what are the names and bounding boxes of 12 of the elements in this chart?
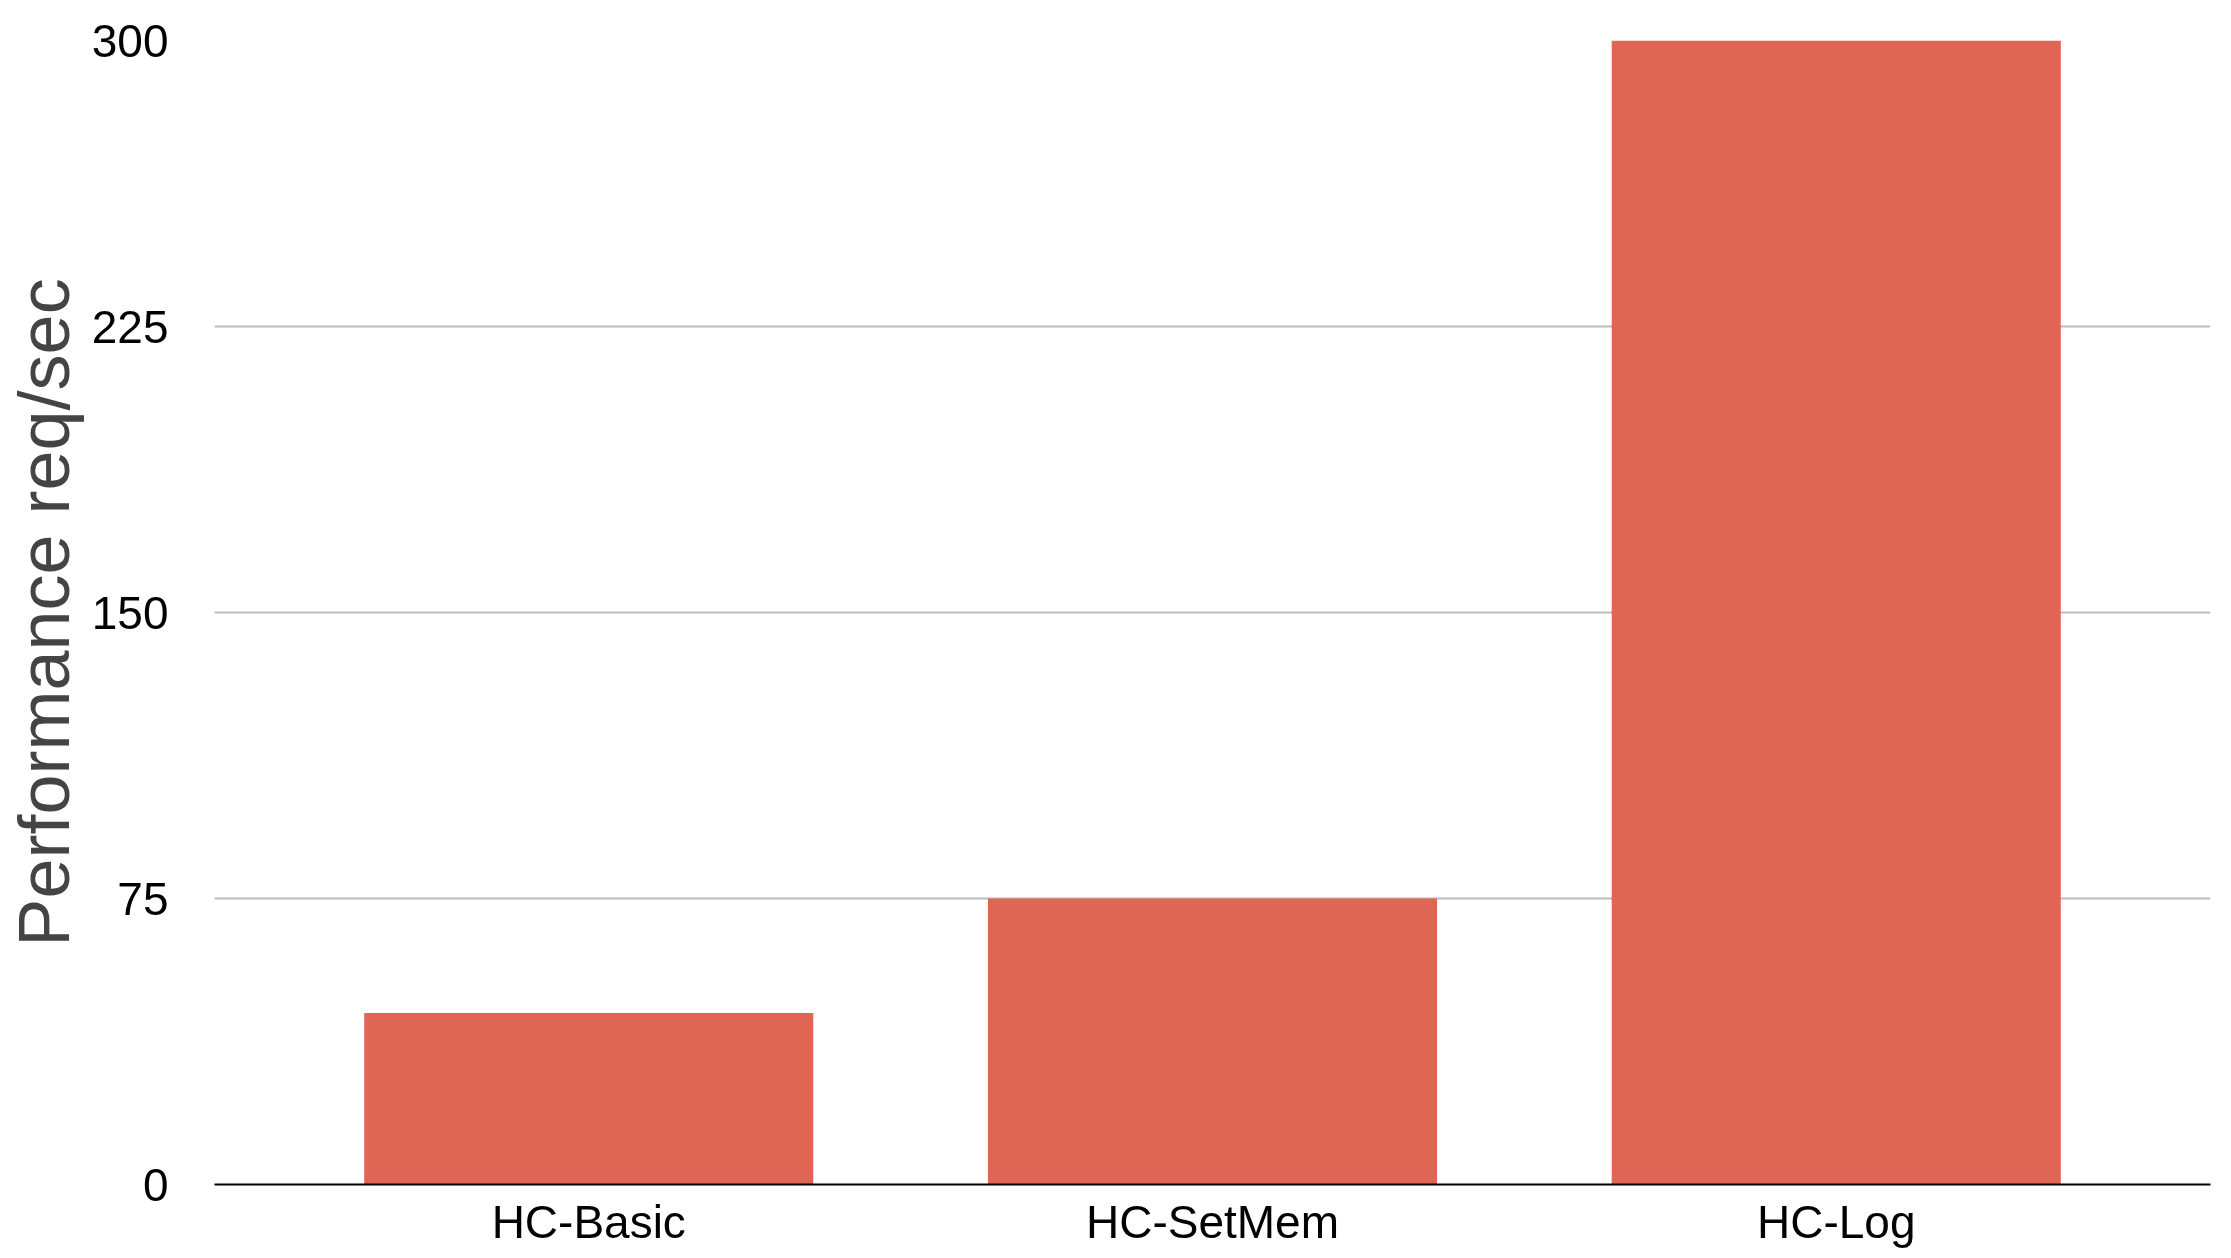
x-tick-label: HC-SetMem <box>1085 1195 1340 1248</box>
y-tick-label: 225 <box>91 300 169 353</box>
bar <box>1611 40 2061 1185</box>
bar <box>364 1012 814 1185</box>
x-tick-label: HC-Log <box>1757 1195 1916 1248</box>
y-axis-title: Performance req/sec <box>3 278 84 947</box>
y-tick-label: 300 <box>91 14 169 67</box>
bar <box>987 898 1438 1185</box>
y-tick-label: 0 <box>142 1158 169 1211</box>
y-tick-label: 75 <box>117 872 169 925</box>
x-tick-label: HC-Basic <box>491 1195 686 1248</box>
y-tick-label: 150 <box>91 586 169 639</box>
